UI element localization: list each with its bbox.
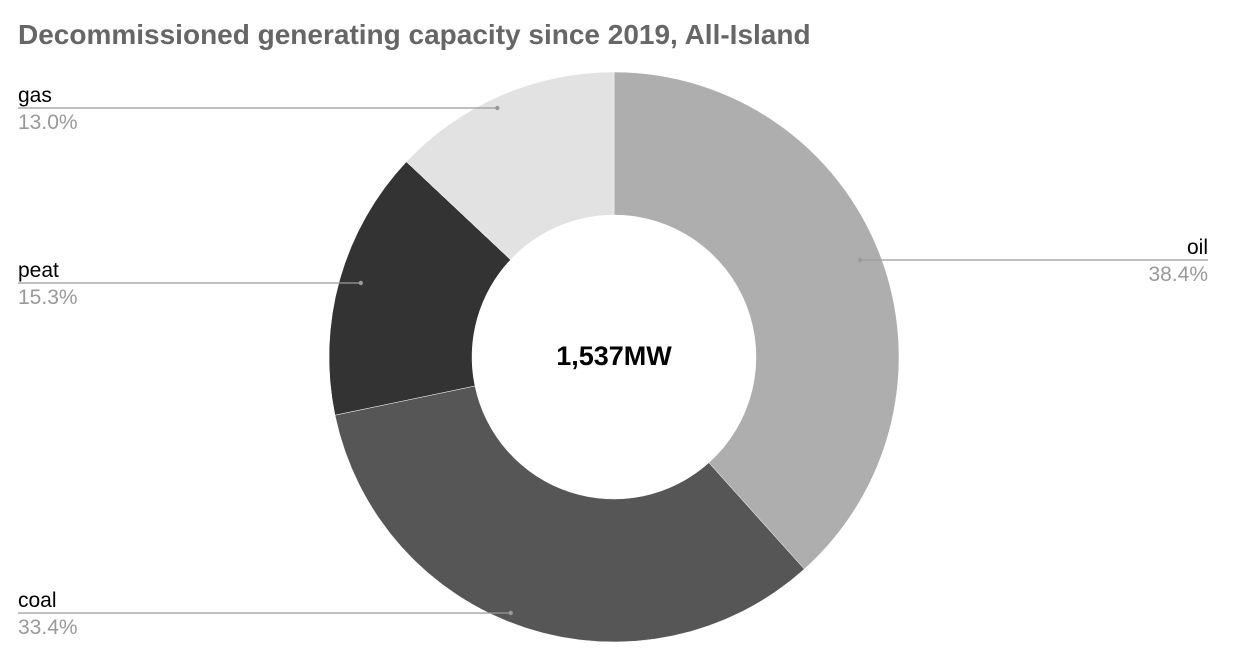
label-name-peat: peat [18, 259, 59, 282]
slice-gas [406, 71, 615, 261]
slice-peat [328, 161, 511, 416]
label-percent-peat: 15.3% [18, 286, 78, 309]
slices-group [328, 71, 900, 643]
leader-dot-coal [508, 610, 513, 616]
chart-title: Decommissioned generating capacity since… [18, 19, 811, 50]
label-name-coal: coal [18, 589, 57, 612]
slice-oil [613, 71, 900, 570]
label-name-oil: oil [1187, 236, 1208, 259]
leader-dot-peat [358, 280, 363, 286]
label-percent-gas: 13.0% [18, 111, 78, 134]
label-name-gas: gas [18, 84, 52, 107]
leaders-group [18, 105, 1208, 616]
label-percent-oil: 38.4% [1148, 263, 1208, 286]
slice-coal [334, 385, 805, 643]
leader-dot-gas [495, 105, 500, 111]
center-total-label: 1,537MW [556, 341, 672, 371]
leader-dot-oil [857, 257, 863, 263]
label-percent-coal: 33.4% [18, 616, 78, 639]
labels-group: oil 38.4% coal 33.4% peat 15.3% gas 13.0% [18, 84, 1208, 639]
